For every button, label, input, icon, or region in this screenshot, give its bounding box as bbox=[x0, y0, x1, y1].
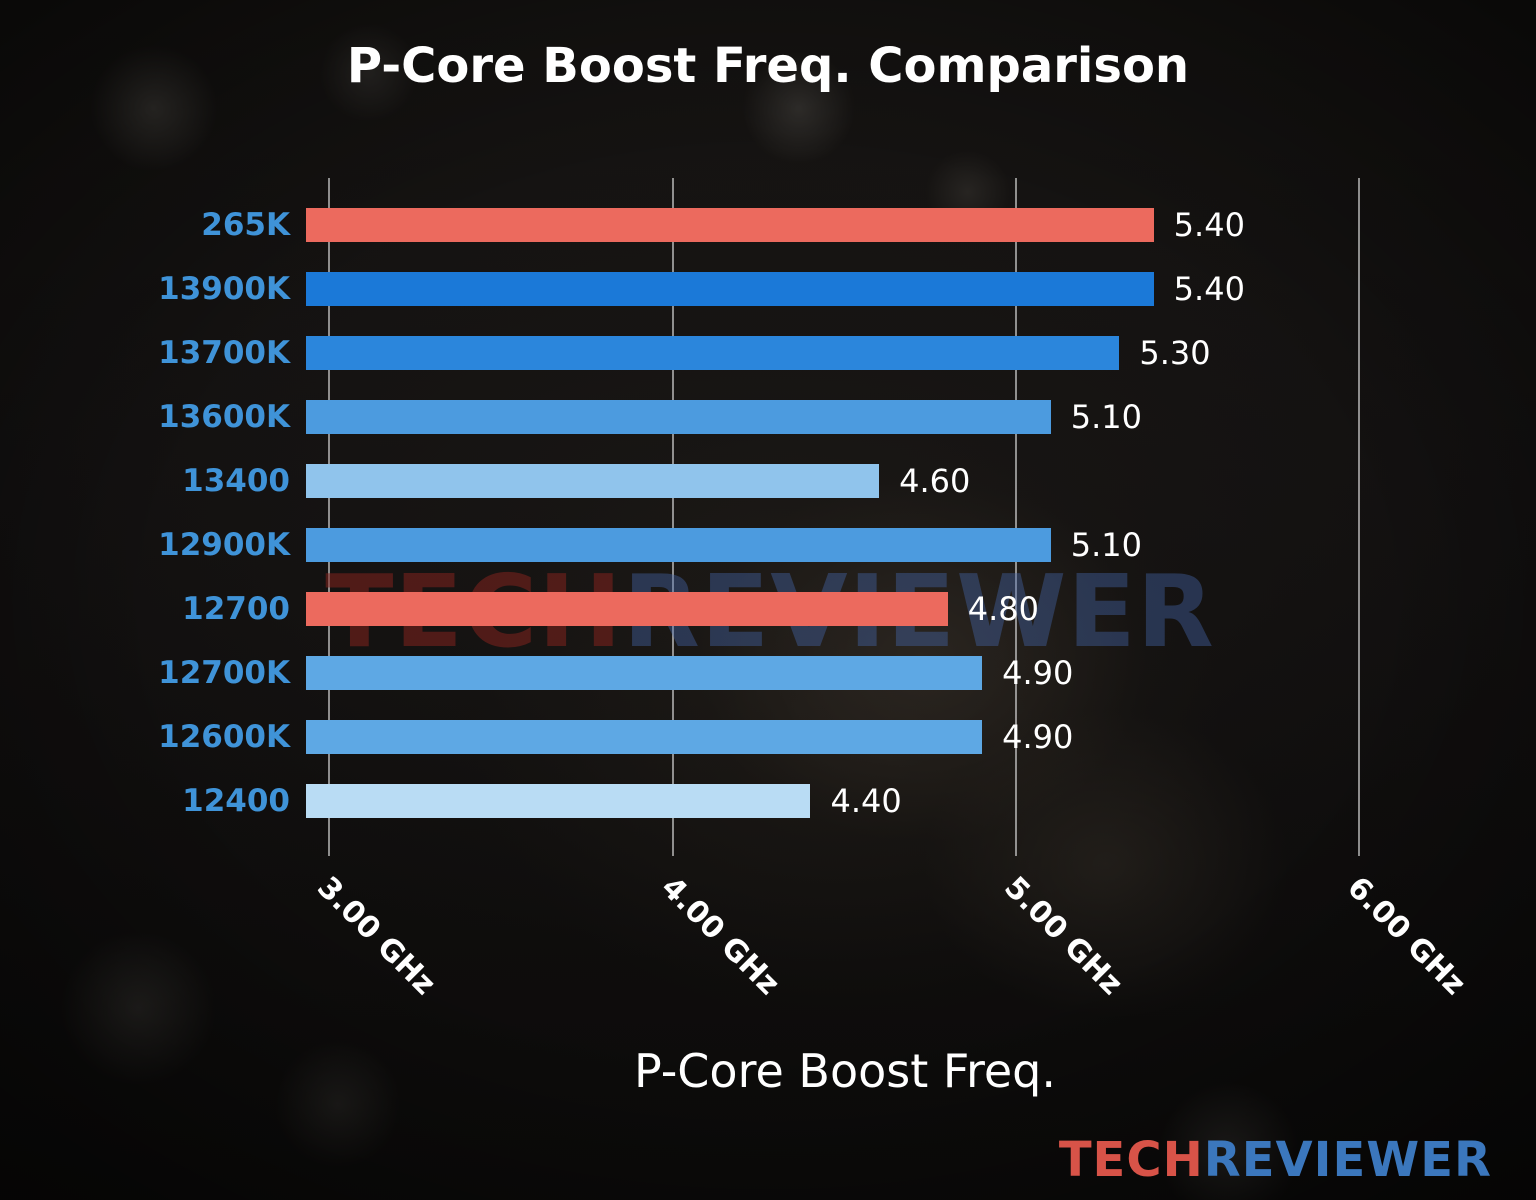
category-label: 13400 bbox=[182, 463, 290, 499]
bar bbox=[306, 656, 983, 690]
bar-value-label: 5.10 bbox=[1070, 526, 1142, 564]
bar bbox=[306, 784, 811, 818]
bar bbox=[306, 336, 1120, 370]
bar-row: 12700K 4.90 bbox=[0, 641, 1490, 705]
gridline bbox=[328, 178, 331, 856]
category-label: 12700K bbox=[158, 655, 290, 691]
category-label: 12400 bbox=[182, 783, 290, 819]
bar-value-label: 4.80 bbox=[967, 590, 1039, 628]
bar-value-label: 4.90 bbox=[1002, 718, 1074, 756]
bar bbox=[306, 720, 983, 754]
techreviewer-logo: TECHREVIEWER bbox=[1059, 1132, 1492, 1188]
bar-row: 13400 4.60 bbox=[0, 449, 1490, 513]
bar-row: 12700 4.80 bbox=[0, 577, 1490, 641]
bar-rows: 265K 5.40 13900K 5.40 13700K 5.30 13600K 5.10 13… bbox=[0, 193, 1490, 833]
x-tick-label: 6.00 GHz bbox=[1340, 870, 1473, 1002]
bar bbox=[306, 400, 1051, 434]
bar-row: 12900K 5.10 bbox=[0, 513, 1490, 577]
bar-row: 265K 5.40 bbox=[0, 193, 1490, 257]
logo-tech: TECH bbox=[1058, 1132, 1204, 1188]
bar-value-label: 4.90 bbox=[1002, 654, 1074, 692]
bar-track: 5.30 bbox=[306, 321, 1490, 385]
bar-track: 4.40 bbox=[306, 769, 1490, 833]
chart-title: P-Core Boost Freq. Comparison bbox=[346, 38, 1190, 94]
bar-track: 4.60 bbox=[306, 449, 1490, 513]
bar-value-label: 5.30 bbox=[1139, 334, 1211, 372]
bar-track: 5.40 bbox=[306, 193, 1490, 257]
bar-value-label: 5.40 bbox=[1173, 270, 1245, 308]
bar-row: 12400 4.40 bbox=[0, 769, 1490, 833]
gridline bbox=[1358, 178, 1361, 856]
bar-value-label: 4.60 bbox=[899, 462, 971, 500]
x-tick-label: 5.00 GHz bbox=[997, 870, 1130, 1002]
bar bbox=[306, 208, 1154, 242]
category-label: 13600K bbox=[158, 399, 290, 435]
grid-layer bbox=[305, 178, 1490, 856]
bar-track: 5.10 bbox=[306, 513, 1490, 577]
category-label: 12700 bbox=[182, 591, 290, 627]
x-tick-label: 3.00 GHz bbox=[310, 870, 443, 1002]
category-label: 13900K bbox=[158, 271, 290, 307]
bar-value-label: 4.40 bbox=[830, 782, 902, 820]
bar-value-label: 5.40 bbox=[1173, 206, 1245, 244]
gridline bbox=[671, 178, 674, 856]
gridline bbox=[1015, 178, 1017, 856]
category-label: 12900K bbox=[158, 527, 290, 563]
bar-value-label: 5.10 bbox=[1070, 398, 1142, 436]
x-tick-label: 4.00 GHz bbox=[653, 870, 786, 1002]
bar-row: 12600K 4.90 bbox=[0, 705, 1490, 769]
category-label: 13700K bbox=[158, 335, 290, 371]
logo-reviewer: REVIEWER bbox=[1203, 1132, 1492, 1188]
bar-row: 13900K 5.40 bbox=[0, 257, 1490, 321]
bar bbox=[306, 528, 1051, 562]
bar bbox=[306, 464, 880, 498]
category-label: 12600K bbox=[158, 719, 290, 755]
x-axis-label: P-Core Boost Freq. bbox=[633, 1044, 1057, 1098]
bar-row: 13700K 5.30 bbox=[0, 321, 1490, 385]
bar-track: 4.80 bbox=[306, 577, 1490, 641]
bar bbox=[306, 592, 948, 626]
x-tick-labels: 3.00 GHz 4.00 GHz 5.00 GHz 6.00 GHz bbox=[305, 864, 1490, 1034]
bar-track: 4.90 bbox=[306, 705, 1490, 769]
bar-row: 13600K 5.10 bbox=[0, 385, 1490, 449]
bar-track: 5.10 bbox=[306, 385, 1490, 449]
bar-track: 4.90 bbox=[306, 641, 1490, 705]
category-label: 265K bbox=[201, 207, 290, 243]
bar bbox=[306, 272, 1154, 306]
bar-track: 5.40 bbox=[306, 257, 1490, 321]
